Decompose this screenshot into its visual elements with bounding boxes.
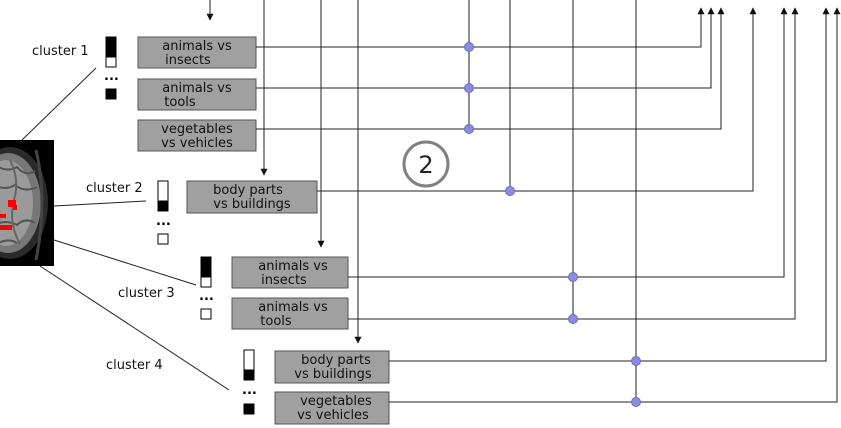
cluster-2-indicator: ...	[156, 180, 171, 245]
activation-spot	[13, 205, 17, 210]
pair-box-label: vs vehicles	[297, 408, 369, 423]
svg-text:...: ...	[104, 69, 119, 84]
cluster-3-indicator: ...	[199, 256, 214, 320]
cluster-4-indicator: ...	[242, 349, 257, 415]
pair-box	[274, 391, 390, 425]
pair-box-label: animals vs	[162, 81, 232, 96]
leader-line	[53, 239, 197, 286]
pair-box-label: tools	[260, 314, 292, 329]
svg-text:...: ...	[199, 289, 214, 304]
output-arrow	[256, 7, 725, 130]
pair-box-label: vs buildings	[294, 367, 372, 382]
leader-line	[39, 265, 230, 391]
output-arrow	[348, 7, 788, 278]
junction-node	[505, 186, 515, 196]
output-arrow	[256, 7, 705, 48]
brain-slice-image	[0, 140, 54, 266]
pair-box	[274, 350, 390, 384]
activation-spot	[0, 225, 12, 230]
cluster-label: cluster 4	[106, 358, 163, 373]
pair-box	[186, 180, 318, 214]
junction-node	[464, 124, 474, 134]
pair-box-label: insects	[261, 273, 307, 288]
pair-box-label: vs vehicles	[161, 136, 233, 151]
output-arrow	[389, 7, 841, 403]
junction-node	[631, 356, 641, 366]
output-arrow	[317, 7, 757, 192]
cluster-1-indicator: ...	[104, 36, 119, 100]
pair-box-label: insects	[165, 53, 211, 68]
leader-line	[21, 67, 97, 141]
pair-box	[137, 119, 257, 152]
junction-node	[464, 42, 474, 52]
leader-line	[53, 200, 147, 207]
pair-box-label: vegetables	[300, 394, 372, 409]
output-arrow	[256, 7, 715, 89]
junction-node	[568, 314, 578, 324]
junction-node	[568, 272, 578, 282]
junction-node	[631, 397, 641, 407]
pair-box	[137, 36, 257, 69]
pair-box-label: vegetables	[161, 122, 233, 137]
output-arrow	[348, 7, 799, 320]
pair-box	[137, 78, 257, 111]
svg-text:...: ...	[242, 383, 257, 398]
activation-spot	[0, 214, 6, 218]
pair-box	[231, 256, 349, 289]
pair-box-label: vs buildings	[213, 197, 291, 212]
pair-box	[231, 297, 349, 330]
pair-box-label: animals vs	[162, 39, 232, 54]
output-arrow	[389, 7, 830, 362]
pair-box-label: animals vs	[258, 259, 328, 274]
pair-box-label: tools	[164, 95, 196, 110]
step-badge-number: 2	[418, 151, 433, 179]
cluster-label: cluster 2	[86, 181, 143, 196]
step-badge	[402, 140, 450, 188]
junction-node	[464, 83, 474, 93]
svg-text:...: ...	[156, 214, 171, 229]
activation-spot	[8, 200, 16, 207]
cluster-label: cluster 1	[32, 44, 89, 59]
cluster-label: cluster 3	[118, 286, 175, 301]
pair-box-label: animals vs	[258, 300, 328, 315]
pair-box-label: body parts	[213, 183, 283, 198]
pair-box-label: body parts	[301, 353, 371, 368]
